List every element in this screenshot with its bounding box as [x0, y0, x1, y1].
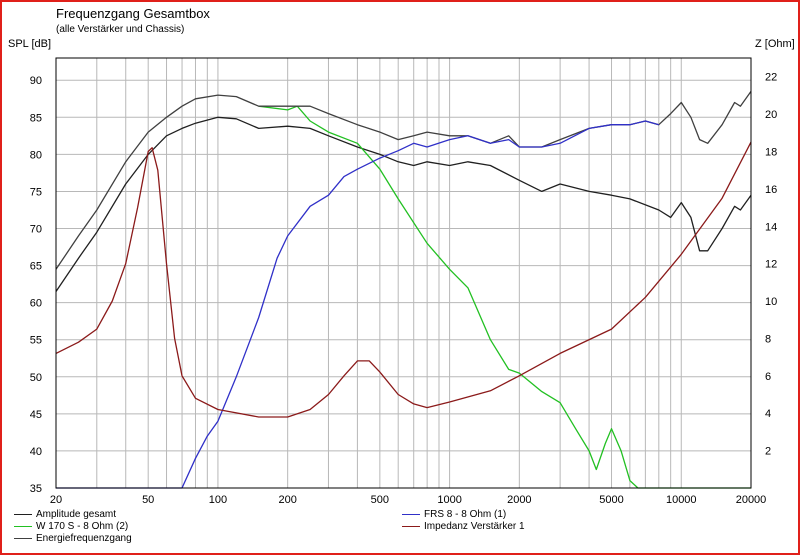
- legend-item: Impedanz Verstärker 1: [402, 521, 525, 532]
- x-tick-label: 100: [209, 494, 227, 506]
- series-line-frs-8-8-ohm-1: [56, 120, 659, 489]
- x-tick-label: 20: [50, 494, 62, 506]
- y-tick-label-left: 80: [30, 149, 42, 161]
- y-tick-label-right: 8: [765, 333, 771, 345]
- y-tick-label-right: 6: [765, 371, 771, 383]
- y-tick-label-left: 60: [30, 298, 42, 310]
- tick-labels: 20 50 100 200 500 1000 2000 5000 10000 20000 35 40 4…: [30, 72, 778, 506]
- legend-label: Energiefrequenzgang: [36, 533, 132, 544]
- y-tick-label-left: 50: [30, 372, 42, 384]
- series-line-energiefrequenzgang: [55, 91, 752, 270]
- y-tick-label-left: 65: [30, 261, 42, 273]
- legend-swatch: [14, 538, 32, 539]
- y-tick-label-right: 14: [765, 221, 777, 233]
- legend-item: Amplitude gesamt: [14, 509, 116, 520]
- legend-label: FRS 8 - 8 Ohm (1): [424, 509, 507, 520]
- y-tick-label-right: 2: [765, 446, 771, 458]
- y-tick-label-right: 10: [765, 296, 777, 308]
- y-tick-label-right: 20: [765, 109, 777, 121]
- series-line-amplitude-gesamt: [55, 116, 752, 292]
- chart-title: Frequenzgang Gesamtbox: [56, 6, 210, 21]
- series-line-impedanz-verst-rker-1: [55, 141, 752, 418]
- x-tick-label: 5000: [599, 494, 623, 506]
- x-tick-label: 500: [371, 494, 389, 506]
- y-axis-label-left: SPL [dB]: [8, 38, 52, 50]
- y-tick-label-right: 12: [765, 259, 777, 271]
- x-tick-label: 2000: [507, 494, 531, 506]
- legend-swatch: [402, 514, 420, 515]
- x-tick-label: 50: [142, 494, 154, 506]
- plot-border: [55, 57, 752, 489]
- legend-label: Amplitude gesamt: [36, 509, 117, 520]
- legend-swatch: [14, 514, 32, 515]
- legend-swatch: [402, 526, 420, 527]
- legend-item: W 170 S - 8 Ohm (2): [14, 521, 128, 532]
- y-tick-label-left: 70: [30, 224, 42, 236]
- legend-swatch: [14, 526, 32, 527]
- y-tick-label-left: 35: [30, 483, 42, 495]
- y-tick-label-right: 16: [765, 184, 777, 196]
- y-axis-label-right: Z [Ohm]: [755, 38, 795, 50]
- y-tick-label-left: 40: [30, 446, 42, 458]
- y-tick-label-left: 55: [30, 335, 42, 347]
- y-tick-label-right: 22: [765, 72, 777, 84]
- y-tick-label-right: 4: [765, 408, 771, 420]
- x-tick-label: 1000: [437, 494, 461, 506]
- series-line-w-170-s-8-ohm-2: [258, 105, 751, 489]
- y-tick-label-left: 45: [30, 409, 42, 421]
- x-tick-label: 200: [278, 494, 296, 506]
- series-lines: [55, 91, 752, 489]
- legend-item: FRS 8 - 8 Ohm (1): [402, 509, 506, 520]
- chart-subtitle: (alle Verstärker und Chassis): [56, 24, 185, 35]
- legend-label: Impedanz Verstärker 1: [424, 521, 525, 532]
- y-tick-label-left: 75: [30, 186, 42, 198]
- legend-label: W 170 S - 8 Ohm (2): [36, 521, 129, 532]
- x-tick-label: 20000: [736, 494, 767, 506]
- x-tick-label: 10000: [666, 494, 697, 506]
- y-tick-label-left: 85: [30, 112, 42, 124]
- y-tick-label-right: 18: [765, 146, 777, 158]
- y-tick-label-left: 90: [30, 75, 42, 87]
- legend-item: Energiefrequenzgang: [14, 533, 132, 544]
